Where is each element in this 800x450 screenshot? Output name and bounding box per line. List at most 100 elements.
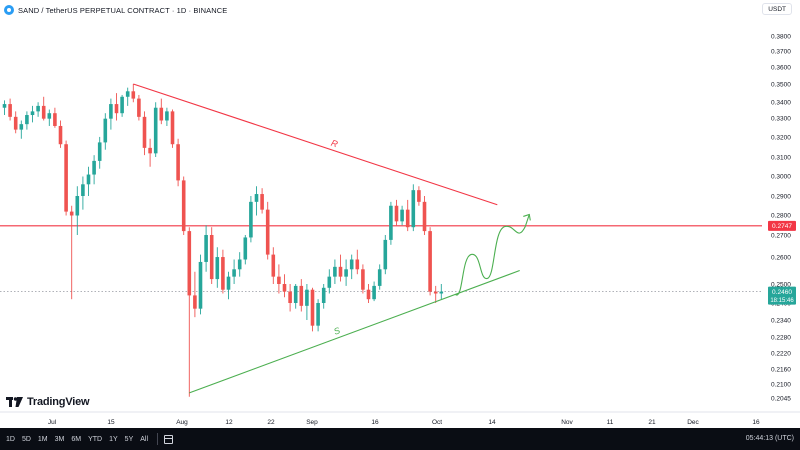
timeframe-1d-button[interactable]: 1D — [6, 435, 15, 443]
candle[interactable] — [131, 84, 136, 103]
candle[interactable] — [305, 284, 309, 320]
candle[interactable] — [221, 249, 225, 294]
candle[interactable] — [86, 166, 91, 196]
candle[interactable] — [411, 184, 416, 232]
candle[interactable] — [109, 98, 113, 130]
candle[interactable] — [405, 199, 410, 232]
symbol-header[interactable]: SAND / TetherUS PERPETUAL CONTRACT · 1D … — [4, 3, 227, 17]
candle[interactable] — [58, 120, 63, 148]
candle[interactable] — [254, 186, 259, 216]
candle[interactable] — [389, 201, 393, 245]
utc-clock[interactable]: 05:44:13 (UTC) — [745, 435, 794, 442]
candle[interactable] — [260, 188, 264, 214]
candle[interactable] — [400, 205, 404, 226]
candle[interactable] — [394, 199, 399, 226]
candle[interactable] — [271, 247, 276, 284]
candle[interactable] — [8, 98, 12, 121]
candle[interactable] — [97, 136, 102, 169]
candle[interactable] — [288, 284, 292, 312]
timeframe-3m-button[interactable]: 3M — [54, 435, 65, 443]
candle[interactable] — [333, 259, 337, 285]
candle[interactable] — [310, 287, 315, 332]
candle[interactable] — [293, 284, 298, 309]
resistance-trendline[interactable] — [133, 83, 498, 206]
candle[interactable] — [372, 281, 376, 302]
candle[interactable] — [355, 249, 360, 275]
projected-wave-path[interactable] — [454, 214, 530, 296]
candle[interactable] — [243, 235, 248, 265]
candle[interactable] — [36, 102, 40, 117]
candle[interactable] — [25, 111, 29, 130]
candle[interactable] — [142, 111, 147, 156]
candle[interactable] — [417, 186, 421, 206]
candle[interactable] — [383, 235, 388, 275]
candle[interactable] — [75, 186, 80, 235]
tradingview-logo[interactable]: TradingView — [6, 396, 90, 408]
candle[interactable] — [159, 98, 164, 125]
timeframe-5d-button[interactable]: 5D — [21, 435, 31, 443]
price-chart[interactable]: R S 0.3800 0.3700 0.3600 0.3500 0.3400 0.3300 0… — [0, 0, 800, 428]
candle[interactable] — [366, 284, 371, 303]
candle[interactable] — [2, 100, 7, 116]
candle[interactable] — [120, 94, 124, 117]
candle[interactable] — [47, 109, 52, 126]
timeframe-6m-button[interactable]: 6M — [71, 435, 82, 443]
candle[interactable] — [176, 138, 180, 187]
candle[interactable] — [299, 279, 304, 312]
candle[interactable] — [349, 254, 354, 280]
candle[interactable] — [204, 225, 208, 272]
candle[interactable] — [41, 96, 46, 121]
candle[interactable] — [344, 259, 348, 286]
candle[interactable] — [361, 264, 365, 294]
timeframe-1m-button[interactable]: 1M — [37, 435, 48, 443]
candle[interactable] — [232, 259, 236, 285]
candle[interactable] — [170, 109, 175, 148]
candle[interactable] — [53, 107, 57, 128]
candle[interactable] — [327, 269, 332, 294]
candle[interactable] — [187, 227, 192, 397]
y-axis-tick-label: 0.3500 — [771, 81, 791, 88]
timeframe-all-button[interactable]: All — [140, 435, 149, 443]
candle[interactable] — [377, 264, 382, 290]
candle[interactable] — [193, 271, 197, 318]
candle[interactable] — [198, 254, 203, 315]
candle[interactable] — [19, 120, 24, 139]
candle[interactable] — [181, 176, 186, 236]
candle[interactable] — [433, 285, 438, 303]
candle[interactable] — [81, 176, 85, 210]
candle[interactable] — [64, 140, 68, 216]
candle[interactable] — [428, 227, 432, 296]
candle[interactable] — [439, 284, 444, 300]
chart-area[interactable]: R S 0.3800 0.3700 0.3600 0.3500 0.3400 0.3300 0… — [0, 0, 800, 428]
candle[interactable] — [237, 252, 242, 277]
candle[interactable] — [114, 93, 119, 121]
candle[interactable] — [165, 107, 169, 126]
candle[interactable] — [265, 201, 270, 260]
timeframe-ytd-button[interactable]: YTD — [88, 435, 103, 443]
candle[interactable] — [282, 274, 287, 298]
candle[interactable] — [153, 102, 158, 157]
candle-body — [97, 142, 102, 161]
candle[interactable] — [338, 254, 343, 282]
candle[interactable] — [422, 196, 427, 235]
timeframe-1y-button[interactable]: 1Y — [109, 435, 118, 443]
candle[interactable] — [92, 155, 96, 185]
candle[interactable] — [69, 205, 74, 300]
candle[interactable] — [316, 299, 320, 332]
candle[interactable] — [30, 105, 35, 123]
candle[interactable] — [209, 227, 214, 284]
candle[interactable] — [103, 113, 108, 150]
candle[interactable] — [321, 284, 326, 309]
candle[interactable] — [215, 247, 220, 288]
candle[interactable] — [226, 271, 231, 300]
timeframe-5y-button[interactable]: 5Y — [124, 435, 134, 443]
candle[interactable] — [137, 94, 141, 121]
candle[interactable] — [13, 111, 18, 134]
candle[interactable] — [277, 264, 281, 294]
support-trendline[interactable] — [189, 270, 520, 394]
candle[interactable] — [148, 138, 152, 167]
candle[interactable] — [125, 87, 130, 106]
calendar-icon[interactable] — [164, 434, 174, 444]
currency-button[interactable]: USDT — [762, 3, 792, 15]
candle[interactable] — [249, 196, 253, 243]
